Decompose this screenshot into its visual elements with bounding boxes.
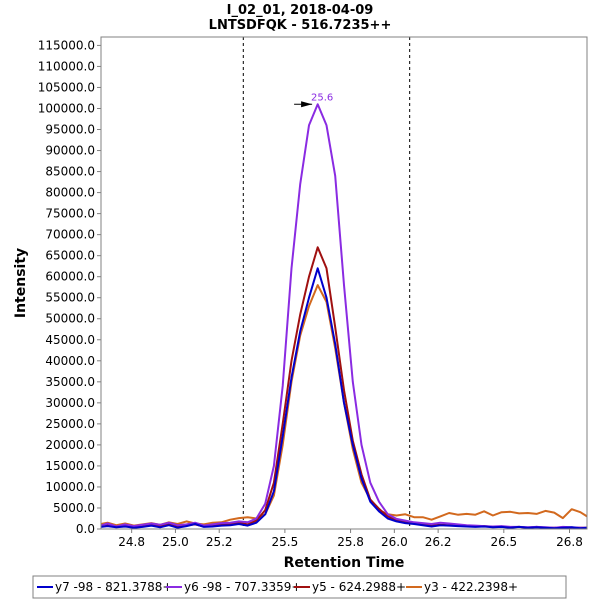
y-axis-label: Intensity bbox=[13, 248, 29, 318]
legend-label-3: y3 - 422.2398+ bbox=[424, 580, 518, 594]
y-tick-label: 30000.0 bbox=[45, 396, 95, 410]
plot-border bbox=[100, 36, 588, 530]
boundary-lines bbox=[242, 37, 411, 529]
y-tick-label: 115000.0 bbox=[38, 38, 95, 52]
x-tick-label: 26.0 bbox=[381, 535, 408, 549]
y-tick-label: 0.0 bbox=[76, 522, 95, 536]
x-tick-label: 25.2 bbox=[206, 535, 233, 549]
y-tick-label: 60000.0 bbox=[45, 270, 95, 284]
y-tick-label: 55000.0 bbox=[45, 291, 95, 305]
x-axis-label: Retention Time bbox=[284, 555, 405, 571]
chart-subtitle: LNTSDFQK - 516.7235++ bbox=[209, 18, 392, 33]
annotations: 25.6 bbox=[294, 92, 333, 108]
y-tick-label: 100000.0 bbox=[38, 101, 95, 115]
x-tick-label: 25.5 bbox=[272, 535, 299, 549]
y-tick-label: 105000.0 bbox=[38, 80, 95, 94]
y-tick-label: 110000.0 bbox=[38, 59, 95, 73]
x-tick-label: 26.2 bbox=[425, 535, 452, 549]
y-tick-label: 65000.0 bbox=[45, 249, 95, 263]
y-tick-label: 90000.0 bbox=[45, 144, 95, 158]
y-tick-label: 40000.0 bbox=[45, 354, 95, 368]
annotation-label: 25.6 bbox=[311, 92, 333, 103]
y-tick-label: 45000.0 bbox=[45, 333, 95, 347]
x-tick-label: 26.8 bbox=[556, 535, 583, 549]
x-tick-label: 25.8 bbox=[337, 535, 364, 549]
legend: y7 -98 - 821.3788+ y6 -98 - 707.3359+ y5 -… bbox=[32, 575, 567, 599]
legend-label-0: y7 -98 - 821.3788+ bbox=[55, 580, 172, 594]
y-tick-label: 25000.0 bbox=[45, 417, 95, 431]
y-tick-label: 85000.0 bbox=[45, 165, 95, 179]
x-tick-label: 26.5 bbox=[490, 535, 517, 549]
series-lines bbox=[100, 103, 588, 530]
y-tick-label: 15000.0 bbox=[45, 459, 95, 473]
y-tick-label: 80000.0 bbox=[45, 186, 95, 200]
axes: 0.0 5000.0 10000.0 15000.0 20000.0 25000.0 300… bbox=[38, 38, 583, 549]
y-tick-label: 95000.0 bbox=[45, 123, 95, 137]
legend-label-2: y5 - 624.2988+ bbox=[312, 580, 406, 594]
y-tick-label: 5000.0 bbox=[53, 501, 95, 515]
legend-label-1: y6 -98 - 707.3359+ bbox=[184, 580, 301, 594]
chart-title: I_02_01, 2018-04-09 bbox=[227, 3, 374, 18]
y-tick-label: 35000.0 bbox=[45, 375, 95, 389]
y-tick-label: 50000.0 bbox=[45, 312, 95, 326]
y-tick-label: 20000.0 bbox=[45, 438, 95, 452]
y-tick-label: 10000.0 bbox=[45, 480, 95, 494]
x-tick-label: 25.0 bbox=[162, 535, 189, 549]
y-tick-label: 75000.0 bbox=[45, 207, 95, 221]
x-tick-label: 24.8 bbox=[118, 535, 145, 549]
series-line-0 bbox=[100, 267, 588, 530]
y-tick-label: 70000.0 bbox=[45, 228, 95, 242]
